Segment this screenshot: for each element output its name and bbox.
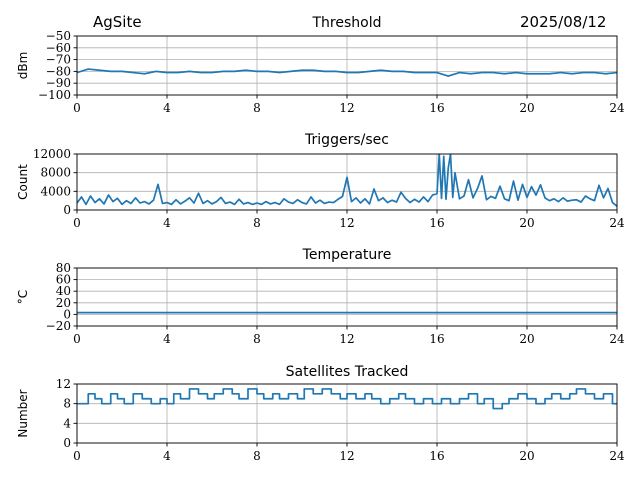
y-axis-label: dBm [16, 52, 30, 80]
y-tick-label: −80 [46, 64, 71, 78]
x-tick-label: 0 [73, 216, 81, 230]
x-tick-label: 4 [163, 101, 171, 115]
chart-title: Triggers/sec [304, 132, 389, 148]
x-tick-label: 0 [73, 449, 81, 463]
chart-panel-2: 0 4 8 12 16 20 24 0 4000 8000 12000 Triggers/sec Cou… [16, 132, 625, 230]
y-axis-label: Count [16, 164, 30, 200]
x-tick-label: 0 [73, 101, 81, 115]
x-tick-label: 8 [253, 332, 261, 346]
x-tick-label: 12 [339, 101, 354, 115]
y-tick-label: 12 [56, 377, 71, 391]
data-line-4-1 [77, 388, 617, 410]
x-tick-label: 4 [163, 449, 171, 463]
x-tick-label: 12 [339, 449, 354, 463]
y-tick-label: −90 [46, 76, 71, 90]
x-tick-label: 20 [519, 101, 534, 115]
y-tick-label: 0 [63, 307, 71, 321]
y-tick-label: −60 [46, 41, 71, 55]
chart-title: Threshold [312, 15, 382, 31]
y-tick-label: 12000 [33, 147, 71, 161]
x-tick-label: 16 [429, 332, 444, 346]
y-tick-label: −70 [46, 53, 71, 67]
y-tick-label: 20 [56, 296, 71, 310]
x-tick-label: 12 [339, 332, 354, 346]
x-tick-label: 12 [339, 216, 354, 230]
x-tick-label: 4 [163, 332, 171, 346]
y-tick-label: −100 [38, 88, 71, 102]
x-tick-label: 16 [429, 216, 444, 230]
chart-panel-1: 0 4 8 12 16 20 24 −100−90−80−70−60−50 Threshold d… [16, 15, 625, 115]
y-tick-label: 0 [63, 436, 71, 450]
x-tick-label: 24 [609, 216, 625, 230]
site-name: AgSite [93, 13, 142, 31]
x-tick-label: 24 [609, 449, 625, 463]
chart-panel-4: 0 4 8 12 16 20 24 0 4 8 12 Satellites Tracked Number [16, 364, 625, 463]
x-tick-label: 24 [609, 101, 625, 115]
x-tick-label: 8 [253, 216, 261, 230]
y-tick-label: 8000 [40, 166, 71, 180]
x-tick-label: 16 [429, 449, 444, 463]
x-tick-label: 4 [163, 216, 171, 230]
x-tick-label: 0 [73, 332, 81, 346]
x-tick-label: 20 [519, 449, 534, 463]
x-tick-label: 8 [253, 101, 261, 115]
chart-title: Satellites Tracked [286, 364, 409, 380]
x-tick-label: 20 [519, 332, 534, 346]
y-axis-label: °C [16, 290, 30, 304]
y-tick-label: 4 [63, 416, 71, 430]
y-tick-label: −50 [46, 29, 71, 43]
x-tick-label: 16 [429, 101, 444, 115]
y-tick-label: −20 [46, 319, 71, 333]
report-date: 2025/08/12 [520, 13, 607, 31]
y-axis-label: Number [16, 389, 30, 437]
x-tick-label: 8 [253, 449, 261, 463]
data-line-1-1 [77, 68, 617, 77]
y-tick-label: 4000 [40, 184, 71, 198]
y-tick-label: 60 [56, 273, 71, 287]
chart-title: Temperature [302, 247, 392, 263]
y-tick-label: 80 [56, 261, 71, 275]
x-tick-label: 20 [519, 216, 534, 230]
x-tick-label: 24 [609, 332, 625, 346]
y-tick-label: 8 [63, 397, 71, 411]
y-tick-label: 0 [63, 203, 71, 217]
data-line-2-1 [77, 154, 617, 207]
y-tick-label: 40 [56, 284, 71, 298]
